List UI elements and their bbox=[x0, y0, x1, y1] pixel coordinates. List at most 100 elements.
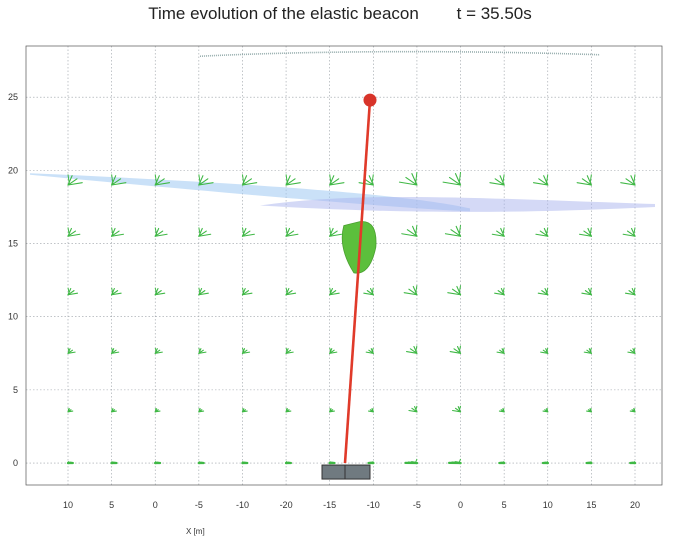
velocity-vector bbox=[447, 292, 462, 296]
y-tick-labels: 0 5 10 15 20 25 bbox=[8, 92, 18, 468]
free-surface bbox=[30, 50, 655, 212]
x-tick-label: 10 bbox=[63, 500, 73, 510]
plot-frame bbox=[25, 45, 663, 486]
velocity-vector bbox=[578, 233, 592, 237]
velocity-vector bbox=[154, 175, 160, 186]
velocity-vector bbox=[111, 460, 114, 464]
grid-lines bbox=[26, 46, 662, 485]
velocity-vector bbox=[111, 227, 114, 237]
velocity-field bbox=[66, 171, 637, 465]
velocity-vector bbox=[67, 408, 70, 413]
velocity-vector bbox=[154, 287, 158, 295]
velocity-vector bbox=[241, 287, 245, 295]
velocity-vector bbox=[589, 408, 592, 413]
velocity-vector bbox=[414, 224, 418, 237]
x-tick-label: -20 bbox=[280, 500, 293, 510]
velocity-vector bbox=[545, 174, 549, 186]
velocity-vector bbox=[329, 410, 335, 413]
velocity-vector bbox=[633, 287, 636, 295]
velocity-vector bbox=[67, 287, 70, 295]
velocity-vector bbox=[545, 408, 549, 413]
velocity-vector bbox=[545, 460, 549, 464]
velocity-vector bbox=[198, 227, 201, 237]
velocity-vector bbox=[285, 288, 290, 296]
velocity-vector bbox=[620, 182, 636, 186]
velocity-vector bbox=[329, 347, 332, 354]
velocity-vector bbox=[67, 460, 70, 464]
velocity-vector bbox=[631, 288, 636, 296]
velocity-vector bbox=[67, 182, 83, 186]
velocity-vector bbox=[403, 292, 418, 296]
velocity-vector bbox=[371, 408, 374, 413]
velocity-vector bbox=[111, 408, 114, 413]
velocity-vector bbox=[111, 233, 125, 237]
velocity-vector bbox=[285, 227, 289, 237]
velocity-vector bbox=[241, 347, 245, 354]
anchor-block bbox=[321, 464, 371, 480]
velocity-vector bbox=[198, 233, 212, 237]
velocity-vector bbox=[414, 458, 418, 464]
velocity-vector bbox=[285, 227, 291, 237]
velocity-vector bbox=[535, 233, 549, 237]
velocity-vector bbox=[67, 233, 81, 237]
velocity-vector bbox=[241, 174, 245, 186]
velocity-vector bbox=[444, 233, 462, 237]
velocity-vector bbox=[241, 227, 245, 237]
velocity-vector bbox=[111, 227, 116, 237]
velocity-vector bbox=[502, 287, 505, 295]
velocity-vector bbox=[242, 460, 245, 464]
velocity-vector bbox=[458, 405, 462, 412]
velocity-vector bbox=[198, 175, 204, 186]
velocity-vector bbox=[285, 408, 289, 413]
velocity-vector bbox=[285, 410, 292, 413]
velocity-vector bbox=[502, 460, 505, 464]
velocity-vector bbox=[502, 408, 505, 413]
velocity-vector bbox=[154, 408, 158, 413]
velocity-vector bbox=[241, 410, 248, 413]
velocity-vector bbox=[329, 182, 345, 186]
x-tick-labels: 10 5 0 -5 -10 -20 -15 -10 -5 0 5 10 15 20 bbox=[63, 500, 640, 510]
velocity-vector bbox=[329, 408, 332, 413]
velocity-vector bbox=[154, 288, 159, 296]
velocity-vector bbox=[329, 288, 333, 296]
x-tick-label: -5 bbox=[195, 500, 203, 510]
velocity-vector bbox=[358, 182, 374, 186]
beacon-top-float bbox=[363, 93, 377, 107]
velocity-vector bbox=[241, 175, 248, 186]
velocity-vector bbox=[414, 345, 418, 354]
velocity-vector bbox=[442, 181, 462, 186]
velocity-vector bbox=[412, 285, 418, 296]
velocity-vector bbox=[198, 174, 201, 186]
velocity-vector bbox=[329, 287, 332, 295]
velocity-vector bbox=[67, 175, 73, 186]
velocity-vector bbox=[502, 174, 505, 186]
time-readout: t = 35.50s bbox=[456, 4, 532, 23]
velocity-vector bbox=[370, 288, 374, 296]
wave-surface-band bbox=[260, 196, 655, 212]
velocity-vector bbox=[241, 288, 246, 296]
x-tick-label: -10 bbox=[367, 500, 380, 510]
velocity-vector bbox=[589, 460, 592, 464]
velocity-vector bbox=[398, 181, 418, 186]
velocity-vector bbox=[629, 410, 636, 413]
velocity-vector bbox=[631, 227, 636, 237]
y-tick-label: 25 bbox=[8, 92, 18, 102]
chart-title: Time evolution of the elastic beacon t =… bbox=[148, 4, 532, 23]
velocity-vector bbox=[633, 174, 636, 186]
velocity-vector bbox=[198, 408, 201, 413]
velocity-vector bbox=[456, 285, 462, 296]
velocity-vector bbox=[67, 227, 72, 237]
velocity-vector bbox=[154, 182, 171, 186]
velocity-vector bbox=[545, 287, 549, 295]
velocity-vector bbox=[285, 174, 289, 186]
y-tick-label: 15 bbox=[8, 239, 18, 249]
velocity-vector bbox=[67, 288, 72, 296]
velocity-vector bbox=[241, 227, 247, 237]
velocity-vector bbox=[111, 174, 114, 186]
velocity-vector bbox=[371, 287, 374, 295]
x-axis-label: X [m] bbox=[186, 527, 205, 536]
velocity-vector bbox=[458, 458, 462, 464]
velocity-vector bbox=[458, 224, 462, 237]
velocity-vector bbox=[414, 405, 418, 412]
